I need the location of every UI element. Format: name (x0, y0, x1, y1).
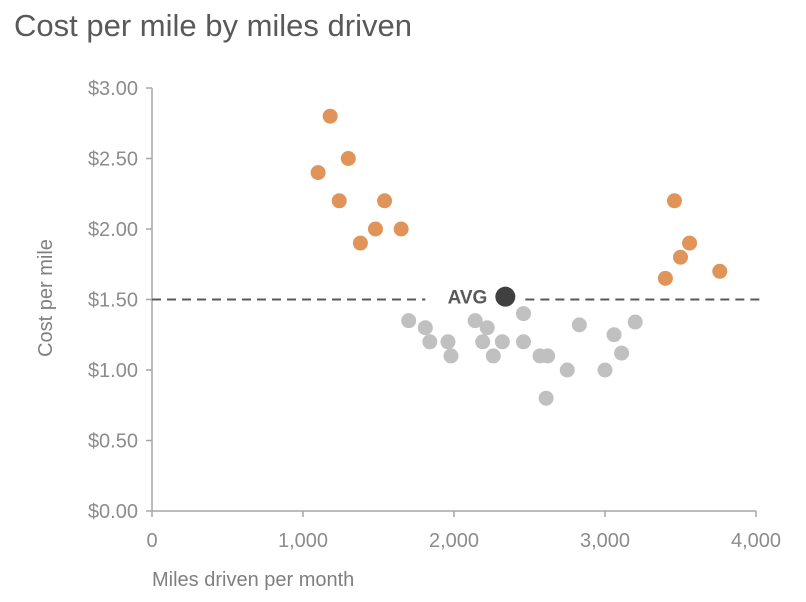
data-point (393, 221, 409, 237)
y-tick-label: $1.00 (88, 360, 138, 382)
data-point (682, 235, 698, 251)
data-point (422, 334, 438, 350)
data-point (540, 348, 556, 364)
data-point (614, 345, 630, 361)
data-point (666, 193, 682, 209)
y-tick-label: $2.50 (88, 149, 138, 171)
data-point (494, 334, 510, 350)
x-tick-label: 3,000 (580, 530, 630, 552)
data-point (627, 314, 643, 330)
data-point (479, 320, 495, 336)
data-point (571, 317, 587, 333)
data-point (515, 306, 531, 322)
data-point (401, 313, 417, 329)
data-point (606, 327, 622, 343)
x-tick-label: 4,000 (731, 530, 781, 552)
data-point (485, 348, 501, 364)
x-axis-label: Miles driven per month (152, 569, 354, 591)
data-point (597, 362, 613, 378)
data-point (377, 193, 393, 209)
y-axis-label: Cost per mile (35, 239, 57, 357)
y-tick-label: $3.00 (88, 78, 138, 100)
data-point (352, 235, 368, 251)
data-point (310, 165, 326, 181)
tick-labels: $0.00 $0.50 $1.00 $1.50 $2.00 $2.50 $3.00 0 1,00… (88, 78, 781, 552)
avg-label: AVG (448, 288, 488, 309)
data-point (443, 348, 459, 364)
y-tick-label: $2.00 (88, 219, 138, 241)
data-point (331, 193, 347, 209)
x-tick-label: 0 (146, 530, 157, 552)
x-tick-label: 2,000 (429, 530, 479, 552)
data-point (367, 221, 383, 237)
data-point (340, 151, 356, 166)
data-point (322, 108, 338, 124)
y-tick-label: $0.50 (88, 431, 138, 453)
data-point (673, 249, 688, 265)
data-point (467, 313, 483, 329)
chart-title: Cost per mile by miles driven (14, 8, 412, 43)
data-point (475, 334, 491, 350)
data-point (538, 390, 554, 406)
data-point (712, 263, 728, 279)
y-tick-label: $1.50 (88, 290, 138, 312)
data-point (515, 334, 531, 350)
x-tick-label: 1,000 (278, 530, 328, 552)
avg-point (495, 286, 516, 307)
data-point (440, 334, 456, 350)
data-point (657, 270, 673, 286)
data-points: AVG (310, 108, 728, 406)
data-point (559, 362, 575, 378)
y-tick-label: $0.00 (88, 501, 138, 523)
data-point (417, 320, 433, 336)
